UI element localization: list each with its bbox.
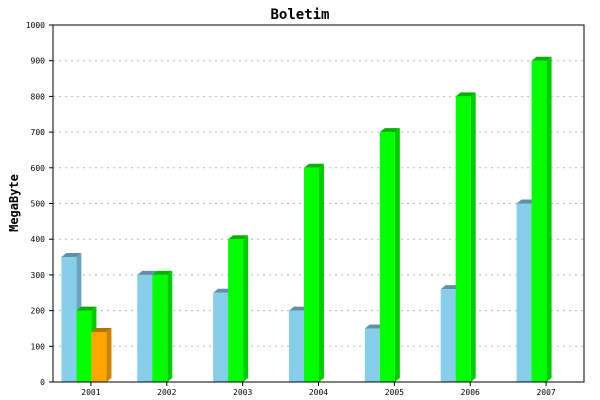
- y-tick-label: 600: [31, 164, 46, 173]
- x-tick-label: 2005: [385, 388, 404, 397]
- bar: [455, 92, 476, 383]
- bar-side-face: [106, 328, 112, 382]
- bar-front-face: [228, 239, 244, 382]
- y-tick-label: 200: [31, 307, 46, 316]
- bar-front-face: [304, 167, 319, 382]
- x-tick-label: 2004: [309, 388, 328, 397]
- chart-title: Boletim: [270, 7, 329, 23]
- y-tick-label: 700: [31, 128, 46, 137]
- bar-top-face: [137, 270, 158, 275]
- x-tick-label: 2007: [536, 388, 555, 397]
- bar-front-face: [289, 310, 304, 382]
- bar-front-face: [152, 274, 168, 382]
- bar-front-face: [379, 132, 395, 382]
- bar: [228, 235, 249, 382]
- x-tick-label: 2003: [233, 388, 252, 397]
- x-tick-label: 2002: [157, 388, 176, 397]
- bar-side-face: [243, 235, 249, 382]
- bar-side-face: [319, 163, 324, 382]
- bar: [379, 128, 400, 382]
- bar-top-face: [61, 253, 82, 258]
- bars: [61, 56, 552, 383]
- bar: [304, 163, 324, 382]
- y-axis-label: MegaByte: [7, 174, 21, 232]
- y-tick-label: 400: [31, 235, 46, 244]
- bar-top-face: [228, 235, 249, 240]
- bar-front-face: [213, 292, 229, 382]
- bar-front-face: [91, 332, 107, 382]
- bar-front-face: [516, 203, 532, 382]
- bar-top-face: [304, 163, 324, 168]
- x-axis-ticks: 2001 2002 2003 2004 2005 2006 2007: [81, 382, 556, 397]
- y-tick-label: 300: [31, 271, 46, 280]
- y-tick-label: 0: [40, 378, 45, 387]
- bar-front-face: [364, 328, 380, 382]
- bar-top-face: [531, 56, 552, 61]
- y-tick-label: 900: [31, 57, 46, 66]
- bar-front-face: [440, 289, 456, 382]
- bar-front-face: [61, 257, 77, 382]
- bar: [152, 270, 173, 382]
- y-tick-label: 100: [31, 342, 46, 351]
- bar-top-face: [379, 128, 400, 133]
- x-tick-label: 2001: [81, 388, 100, 397]
- y-tick-label: 1000: [26, 21, 45, 30]
- bar-top-face: [91, 328, 112, 333]
- bar-top-face: [455, 92, 476, 97]
- bar-top-face: [152, 270, 173, 275]
- bar-top-face: [76, 306, 97, 311]
- y-tick-label: 800: [31, 92, 46, 101]
- bar-side-face: [167, 270, 173, 382]
- bar: [531, 56, 552, 382]
- bar-front-face: [76, 310, 92, 382]
- bar-side-face: [470, 92, 476, 383]
- bar-front-face: [531, 60, 547, 382]
- bar-front-face: [137, 274, 153, 382]
- y-tick-label: 500: [31, 200, 46, 209]
- bar-side-face: [546, 56, 552, 382]
- bar-front-face: [455, 96, 471, 383]
- bar: [91, 328, 112, 382]
- bar-side-face: [394, 128, 400, 382]
- x-tick-label: 2006: [461, 388, 480, 397]
- y-axis-ticks: 0 100 200 300 400 500 600 700 800 900 1000: [26, 21, 53, 387]
